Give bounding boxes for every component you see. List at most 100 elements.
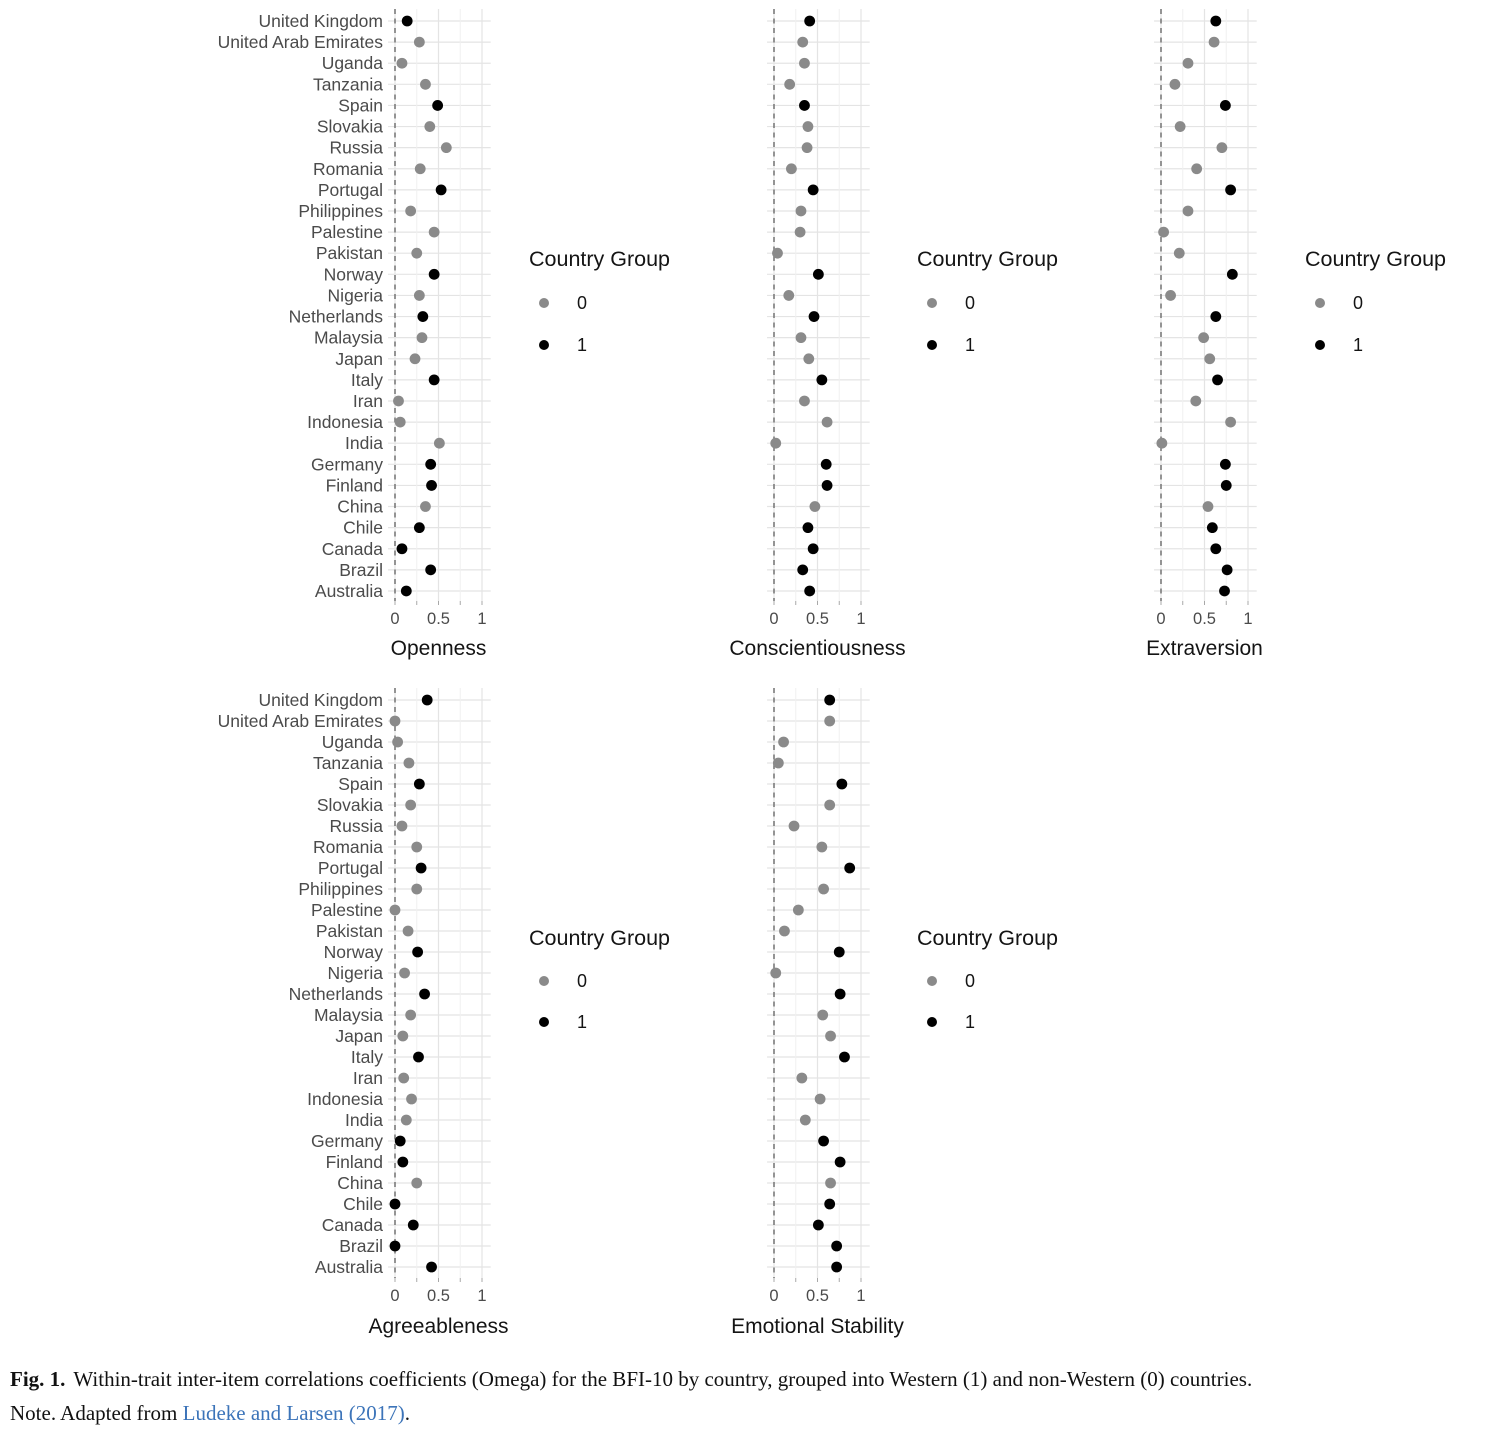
data-point xyxy=(824,799,836,811)
country-label: Spain xyxy=(338,95,383,115)
data-point xyxy=(831,1240,843,1252)
country-label: Slovakia xyxy=(317,795,383,815)
data-point xyxy=(411,883,423,895)
country-label: Slovakia xyxy=(317,117,383,137)
data-point xyxy=(411,1177,423,1189)
data-point xyxy=(821,480,833,491)
x-tick-label: 0 xyxy=(390,1287,399,1305)
data-point xyxy=(1158,226,1170,238)
data-point xyxy=(401,15,413,27)
caption-citation-link[interactable]: Ludeke and Larsen (2017) xyxy=(182,1401,405,1425)
x-tick-label: 1 xyxy=(856,610,865,628)
data-point xyxy=(406,1093,417,1105)
x-tick-label: 0 xyxy=(390,610,399,628)
country-label: Pakistan xyxy=(316,243,383,263)
caption-note-suffix: . xyxy=(404,1401,411,1425)
data-point xyxy=(426,480,437,491)
caption-line-1: Fig. 1. Within-trait inter-item correlati… xyxy=(10,1362,1504,1396)
legend-dot xyxy=(539,340,549,350)
data-point xyxy=(799,395,810,407)
legend-dot xyxy=(539,1017,549,1027)
country-label: United Kingdom xyxy=(258,11,383,31)
country-label: United Kingdom xyxy=(258,690,383,710)
data-point xyxy=(794,226,806,238)
data-point xyxy=(799,1114,811,1126)
data-point xyxy=(1225,184,1236,196)
country-label: Finland xyxy=(326,1152,383,1172)
data-point xyxy=(788,820,800,832)
caption-note-prefix: Note. Adapted from xyxy=(10,1401,183,1425)
data-point xyxy=(398,1072,410,1084)
data-point xyxy=(1191,163,1203,175)
data-point xyxy=(795,332,807,344)
data-point xyxy=(1219,585,1230,597)
data-point xyxy=(817,1009,829,1021)
data-point xyxy=(824,694,836,706)
data-point xyxy=(421,694,433,706)
data-point xyxy=(807,184,819,196)
data-point xyxy=(1198,332,1210,344)
country-label: India xyxy=(345,1110,383,1130)
legend-item-label: 0 xyxy=(577,293,587,313)
x-tick-label: 1 xyxy=(1243,610,1252,628)
data-point xyxy=(435,184,447,196)
legend: Country Group 0 1 xyxy=(1305,247,1446,355)
country-label: Portugal xyxy=(318,180,383,200)
data-point xyxy=(1226,268,1238,280)
data-point xyxy=(413,36,425,48)
legend-dot xyxy=(927,298,937,308)
country-label: Romania xyxy=(313,837,383,857)
country-label: Netherlands xyxy=(289,307,384,327)
x-tick-label: 0.5 xyxy=(427,610,450,628)
data-point xyxy=(425,564,437,576)
data-point xyxy=(812,268,824,280)
data-point xyxy=(394,1135,406,1147)
data-point xyxy=(1182,57,1194,69)
data-point xyxy=(416,332,428,344)
x-tick-label: 1 xyxy=(477,1287,486,1305)
data-point xyxy=(428,268,440,280)
data-point xyxy=(834,1156,846,1168)
data-point xyxy=(1173,247,1185,259)
country-label: Tanzania xyxy=(313,74,383,94)
data-point xyxy=(799,57,810,69)
caption-text: Within-trait inter-item correlations coe… xyxy=(73,1367,1253,1391)
country-label: Spain xyxy=(338,774,383,794)
legend: Country Group 0 1 xyxy=(917,926,1058,1032)
data-point xyxy=(839,1051,850,1063)
data-point xyxy=(825,1177,836,1189)
data-point xyxy=(1220,480,1232,491)
country-label: Norway xyxy=(324,264,384,284)
data-point xyxy=(1190,395,1202,407)
country-label: Palestine xyxy=(311,900,383,920)
country-label: Malaysia xyxy=(314,1005,383,1025)
data-point xyxy=(824,1198,836,1210)
data-point xyxy=(807,543,819,555)
country-label: Chile xyxy=(343,518,383,538)
country-label: Iran xyxy=(353,391,383,411)
panel-title: Agreeableness xyxy=(368,1315,508,1338)
data-point xyxy=(397,1030,409,1042)
data-point xyxy=(400,1114,412,1126)
data-point xyxy=(399,967,410,979)
data-point xyxy=(1210,311,1222,322)
legend: Country Group 0 1 xyxy=(917,247,1058,355)
data-point xyxy=(389,904,401,916)
data-point xyxy=(809,501,821,512)
data-point xyxy=(420,501,431,512)
data-point xyxy=(797,564,809,576)
country-label: Indonesia xyxy=(307,412,383,432)
data-point xyxy=(1182,205,1194,217)
data-point xyxy=(407,1219,419,1231)
panel-extraversion: 0 0.5 1 Extraversion Country Group 0 1 xyxy=(1146,9,1446,660)
data-point xyxy=(432,100,444,111)
country-label: Netherlands xyxy=(289,984,384,1004)
caption-figure-label: Fig. 1. xyxy=(10,1367,66,1391)
country-label: Philippines xyxy=(298,879,383,899)
data-point xyxy=(818,883,829,895)
country-label: Indonesia xyxy=(307,1089,383,1109)
country-label: Germany xyxy=(311,454,383,474)
country-label: Nigeria xyxy=(328,285,384,305)
country-label: Romania xyxy=(313,159,383,179)
